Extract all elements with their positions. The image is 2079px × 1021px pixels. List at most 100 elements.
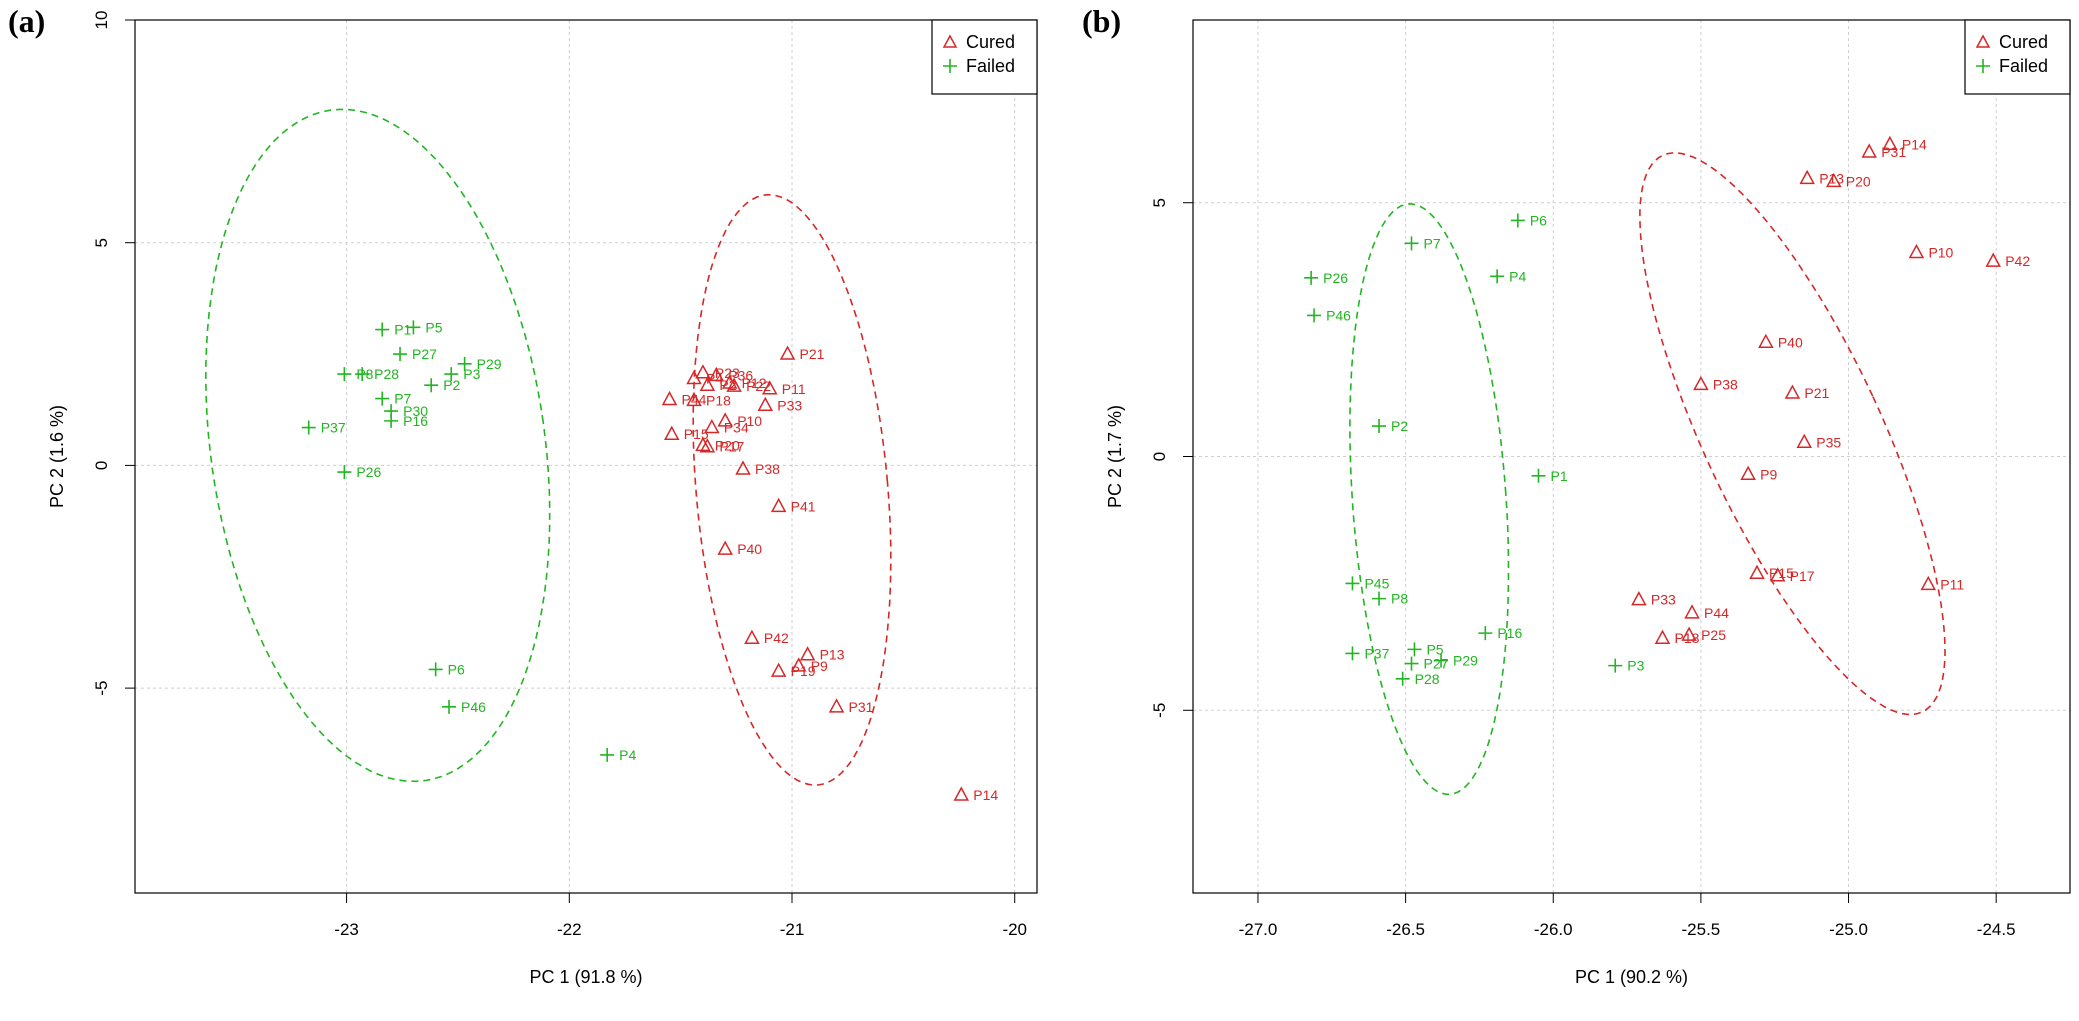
plot-frame xyxy=(134,19,1038,894)
point-label: P1 xyxy=(1550,468,1567,484)
point-failed xyxy=(337,367,352,382)
legend: Cured Failed xyxy=(1964,19,2071,95)
point-cured xyxy=(779,345,796,360)
x-tick-label: -21 xyxy=(780,920,805,939)
y-axis-title: PC 2 (1.7 %) xyxy=(1105,405,1125,508)
ellipse-failed xyxy=(1349,203,1510,796)
point-label: P37 xyxy=(321,420,346,436)
point-label: P46 xyxy=(461,699,486,715)
point-cured xyxy=(1769,567,1786,582)
x-tick-label: -22 xyxy=(557,920,582,939)
point-failed xyxy=(1490,269,1505,284)
x-tick-label: -20 xyxy=(1002,920,1027,939)
point-cured xyxy=(1920,575,1937,591)
point-label: P4 xyxy=(1509,268,1526,284)
point-cured xyxy=(1758,333,1774,349)
point-failed xyxy=(600,747,615,762)
x-axis-title: PC 1 (91.8 %) xyxy=(529,967,642,987)
point-cured xyxy=(717,540,733,555)
point-failed xyxy=(457,356,472,371)
point-cured xyxy=(770,497,787,513)
legend-marker-failed xyxy=(943,59,957,73)
point-label: P14 xyxy=(973,787,998,803)
point-label: P9 xyxy=(811,658,828,674)
point-label: P38 xyxy=(1713,376,1738,392)
panel-letter: (b) xyxy=(1082,3,1121,39)
point-label: P31 xyxy=(849,699,874,715)
point-label: P4 xyxy=(619,747,636,763)
grid xyxy=(135,19,1037,893)
legend: Cured Failed xyxy=(931,19,1038,95)
point-cured xyxy=(790,657,807,672)
point-cured xyxy=(663,425,680,440)
point-cured xyxy=(686,369,702,385)
legend-marker-cured xyxy=(1975,34,1991,48)
point-label: P1 xyxy=(394,322,411,338)
point-label: P33 xyxy=(1651,592,1676,608)
confidence-ellipses xyxy=(1349,152,1946,796)
point-label: P2 xyxy=(1391,418,1408,434)
point-failed xyxy=(1404,656,1419,671)
point-label: P3 xyxy=(1627,658,1644,674)
point-label: P11 xyxy=(1940,576,1964,592)
point-label: P5 xyxy=(1426,641,1443,657)
point-label: P19 xyxy=(791,663,816,679)
point-label: P7 xyxy=(394,391,411,407)
point-failed xyxy=(375,322,390,337)
point-failed xyxy=(1372,591,1387,606)
point-cured xyxy=(695,436,711,452)
point-cured xyxy=(744,629,760,644)
point-label: P16 xyxy=(1497,625,1522,641)
point-label: P29 xyxy=(1453,653,1478,669)
point-cured xyxy=(1631,591,1647,606)
point-label: P13 xyxy=(820,647,845,663)
point-failed xyxy=(355,367,370,382)
point-label: P12 xyxy=(742,375,767,391)
point-label: P25 xyxy=(1701,627,1726,643)
point-label: P6 xyxy=(1530,212,1547,228)
point-label: P26 xyxy=(356,464,381,480)
legend-label-failed: Failed xyxy=(1999,56,2048,76)
y-axis-title: PC 2 (1.6 %) xyxy=(47,405,67,508)
point-label: P10 xyxy=(1928,244,1953,260)
point-cured xyxy=(1882,135,1898,151)
point-label: P7 xyxy=(1424,235,1441,251)
point-label: P28 xyxy=(374,366,399,382)
point-failed xyxy=(444,367,459,382)
point-label: P41 xyxy=(791,498,816,514)
point-failed xyxy=(1372,419,1387,434)
point-label: P14 xyxy=(1902,136,1927,152)
point-failed xyxy=(1510,213,1525,228)
point-cured xyxy=(1861,143,1877,158)
x-tick-label: -25.0 xyxy=(1829,920,1868,939)
point-failed xyxy=(424,378,439,393)
point-label: P10 xyxy=(737,413,762,429)
point-label: P21 xyxy=(800,346,825,362)
point-failed xyxy=(337,465,352,480)
ellipse-cured xyxy=(692,194,892,786)
point-label: P30 xyxy=(403,403,428,419)
point-cured xyxy=(699,438,716,453)
point-failed xyxy=(1345,576,1360,591)
point-label: P31 xyxy=(1881,144,1906,160)
point-cured xyxy=(717,412,733,427)
point-cured xyxy=(726,377,742,392)
point-cured xyxy=(828,698,845,713)
y-axis: -5 0 5 PC 2 (1.7 %) xyxy=(1105,198,1193,718)
point-failed xyxy=(1404,236,1419,251)
point-label: P42 xyxy=(2005,253,2030,269)
point-failed xyxy=(406,320,421,335)
point-label: P20 xyxy=(715,437,740,453)
point-label: P35 xyxy=(1816,434,1841,450)
point-cured xyxy=(1749,564,1765,579)
x-tick-label: -26.5 xyxy=(1386,920,1425,939)
point-label: P34 xyxy=(724,420,749,436)
point-cured xyxy=(1796,433,1812,449)
legend-label-failed: Failed xyxy=(966,56,1015,76)
point-label: P44 xyxy=(1704,605,1729,621)
point-label: P8 xyxy=(1391,591,1408,607)
point-cured xyxy=(735,460,751,475)
